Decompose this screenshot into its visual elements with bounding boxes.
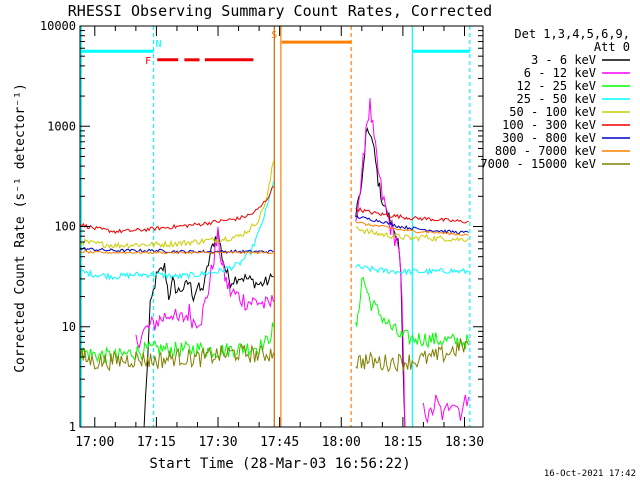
legend-label: 300 - 800 keV xyxy=(502,131,596,145)
series-line xyxy=(80,161,274,249)
y-tick-label: 10 xyxy=(62,320,76,334)
footer-timestamp: 16-Oct-2021 17:42 xyxy=(544,469,636,479)
x-tick-label: 18:30 xyxy=(445,435,484,450)
attenuator-lines xyxy=(80,26,471,427)
series-line xyxy=(355,221,469,236)
legend-label: 25 - 50 keV xyxy=(517,92,596,106)
legend-label: 12 - 25 keV xyxy=(517,79,596,93)
series-layer xyxy=(79,98,470,428)
flag-label-F: F xyxy=(145,56,151,67)
legend-header-line-1: Det 1,3,4,5,6,9, xyxy=(514,27,630,41)
legend-label: 7000 - 15000 keV xyxy=(480,157,596,171)
x-tick-label: 18:00 xyxy=(322,435,361,450)
series-line xyxy=(355,226,469,243)
y-tick-label: 1 xyxy=(69,420,76,434)
series-line xyxy=(123,229,274,428)
series-line xyxy=(355,206,469,224)
legend-label: 50 - 100 keV xyxy=(509,105,596,119)
series-line xyxy=(135,226,274,350)
series-line xyxy=(79,322,274,364)
legend-label: 100 - 300 keV xyxy=(502,118,596,132)
x-axis-label: Start Time (28-Mar-03 16:56:22) xyxy=(149,456,410,472)
y-tick-label: 10000 xyxy=(40,19,76,33)
series-line xyxy=(355,276,470,350)
plot-frame xyxy=(79,25,484,428)
x-tick-label: 17:15 xyxy=(137,435,176,450)
x-axis: 17:00 17:15 17:30 17:45 18:00 18:15 18:30 xyxy=(75,26,484,450)
series-line xyxy=(355,338,470,373)
y-tick-label: 100 xyxy=(54,220,76,234)
y-tick-label: 1000 xyxy=(47,119,76,133)
legend-label: 3 - 6 keV xyxy=(531,53,596,67)
x-tick-label: 17:30 xyxy=(198,435,237,450)
legend-label: 800 - 7000 keV xyxy=(495,144,596,158)
series-line xyxy=(355,215,469,235)
series-line xyxy=(422,394,470,424)
series-line xyxy=(80,181,274,281)
x-tick-label: 17:45 xyxy=(260,435,299,450)
x-tick-label: 18:15 xyxy=(383,435,422,450)
series-line xyxy=(355,98,406,428)
series-line xyxy=(79,343,274,372)
y-axis-label: Corrected Count Rate (s⁻¹ detector⁻¹) xyxy=(13,83,28,373)
y-axis: 1 10 100 1000 10000 xyxy=(40,19,483,434)
series-line xyxy=(355,126,406,428)
chart-title: RHESSI Observing Summary Count Rates, Co… xyxy=(68,2,492,20)
flag-label-N: N xyxy=(155,39,161,50)
x-tick-label: 17:00 xyxy=(75,435,114,450)
legend-header-line-2: Att 0 xyxy=(594,40,630,54)
flag-layer: NFS xyxy=(80,30,470,67)
series-line xyxy=(80,250,274,255)
series-line xyxy=(79,186,274,235)
series-line xyxy=(355,263,469,276)
legend-label: 6 - 12 keV xyxy=(524,66,596,80)
